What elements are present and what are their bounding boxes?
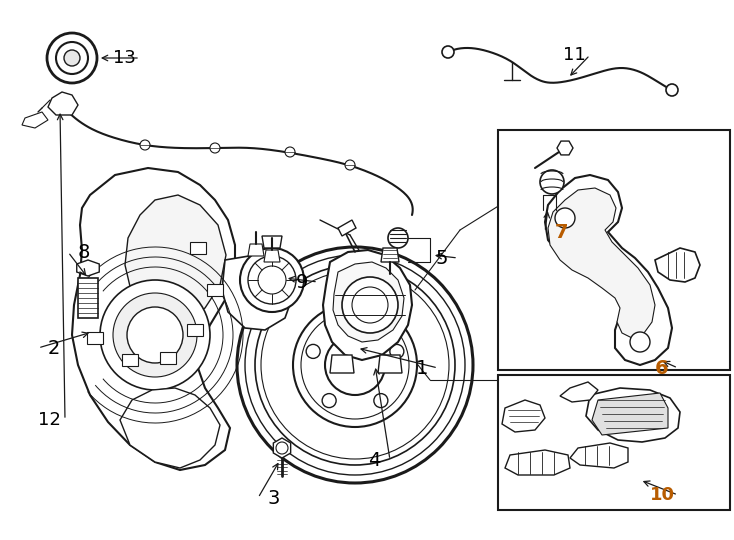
Circle shape bbox=[261, 271, 449, 459]
Circle shape bbox=[113, 293, 197, 377]
Polygon shape bbox=[498, 375, 730, 510]
Polygon shape bbox=[187, 324, 203, 336]
Circle shape bbox=[240, 248, 304, 312]
Circle shape bbox=[210, 143, 220, 153]
Polygon shape bbox=[545, 175, 672, 365]
Polygon shape bbox=[338, 220, 356, 236]
Polygon shape bbox=[557, 141, 573, 155]
Polygon shape bbox=[570, 443, 628, 468]
Polygon shape bbox=[190, 242, 206, 254]
Polygon shape bbox=[264, 250, 280, 262]
Text: 7: 7 bbox=[554, 222, 568, 241]
Polygon shape bbox=[586, 388, 680, 442]
Circle shape bbox=[258, 266, 286, 294]
Text: 13: 13 bbox=[112, 49, 136, 67]
Polygon shape bbox=[160, 352, 176, 364]
Text: 4: 4 bbox=[368, 450, 380, 469]
Polygon shape bbox=[120, 388, 220, 468]
Circle shape bbox=[555, 208, 575, 228]
Polygon shape bbox=[87, 332, 103, 344]
Polygon shape bbox=[22, 112, 48, 128]
Polygon shape bbox=[273, 438, 291, 458]
Text: 9: 9 bbox=[296, 273, 308, 292]
Polygon shape bbox=[125, 195, 226, 325]
Polygon shape bbox=[77, 260, 99, 276]
Polygon shape bbox=[222, 255, 295, 330]
Text: 1: 1 bbox=[416, 359, 428, 377]
Polygon shape bbox=[378, 355, 402, 373]
Polygon shape bbox=[502, 400, 545, 432]
Polygon shape bbox=[330, 355, 354, 373]
Circle shape bbox=[322, 394, 336, 408]
Circle shape bbox=[388, 228, 408, 248]
Text: 11: 11 bbox=[563, 46, 586, 64]
Circle shape bbox=[325, 335, 385, 395]
Circle shape bbox=[140, 140, 150, 150]
Polygon shape bbox=[262, 236, 282, 248]
Circle shape bbox=[245, 255, 465, 475]
Circle shape bbox=[306, 345, 320, 359]
Text: 12: 12 bbox=[37, 411, 60, 429]
Circle shape bbox=[345, 160, 355, 170]
Circle shape bbox=[301, 311, 409, 419]
Circle shape bbox=[293, 303, 417, 427]
Circle shape bbox=[237, 247, 473, 483]
Polygon shape bbox=[48, 92, 78, 115]
Text: 5: 5 bbox=[436, 248, 448, 267]
Polygon shape bbox=[655, 248, 700, 282]
Circle shape bbox=[285, 147, 295, 157]
Polygon shape bbox=[72, 168, 235, 470]
Circle shape bbox=[47, 33, 97, 83]
Polygon shape bbox=[248, 244, 264, 256]
Circle shape bbox=[374, 394, 388, 408]
Polygon shape bbox=[381, 248, 399, 262]
Circle shape bbox=[390, 345, 404, 359]
Circle shape bbox=[666, 84, 678, 96]
Polygon shape bbox=[498, 130, 730, 370]
Text: 6: 6 bbox=[655, 359, 669, 377]
Circle shape bbox=[630, 332, 650, 352]
Circle shape bbox=[540, 170, 564, 194]
Polygon shape bbox=[122, 354, 138, 366]
Text: 3: 3 bbox=[268, 489, 280, 508]
Polygon shape bbox=[505, 450, 570, 475]
Circle shape bbox=[64, 50, 80, 66]
Circle shape bbox=[348, 314, 362, 328]
Circle shape bbox=[248, 256, 296, 304]
Polygon shape bbox=[560, 382, 598, 402]
Text: 10: 10 bbox=[650, 486, 675, 504]
Text: 8: 8 bbox=[78, 242, 90, 261]
Polygon shape bbox=[548, 188, 655, 338]
Polygon shape bbox=[592, 393, 668, 435]
Circle shape bbox=[127, 307, 183, 363]
Polygon shape bbox=[323, 250, 412, 360]
Polygon shape bbox=[78, 278, 98, 318]
Text: 2: 2 bbox=[48, 339, 60, 357]
Polygon shape bbox=[207, 284, 223, 296]
Polygon shape bbox=[333, 262, 404, 342]
Circle shape bbox=[442, 46, 454, 58]
Circle shape bbox=[276, 442, 288, 454]
Circle shape bbox=[342, 277, 398, 333]
Circle shape bbox=[255, 265, 455, 465]
Circle shape bbox=[100, 280, 210, 390]
Circle shape bbox=[56, 42, 88, 74]
Circle shape bbox=[352, 287, 388, 323]
